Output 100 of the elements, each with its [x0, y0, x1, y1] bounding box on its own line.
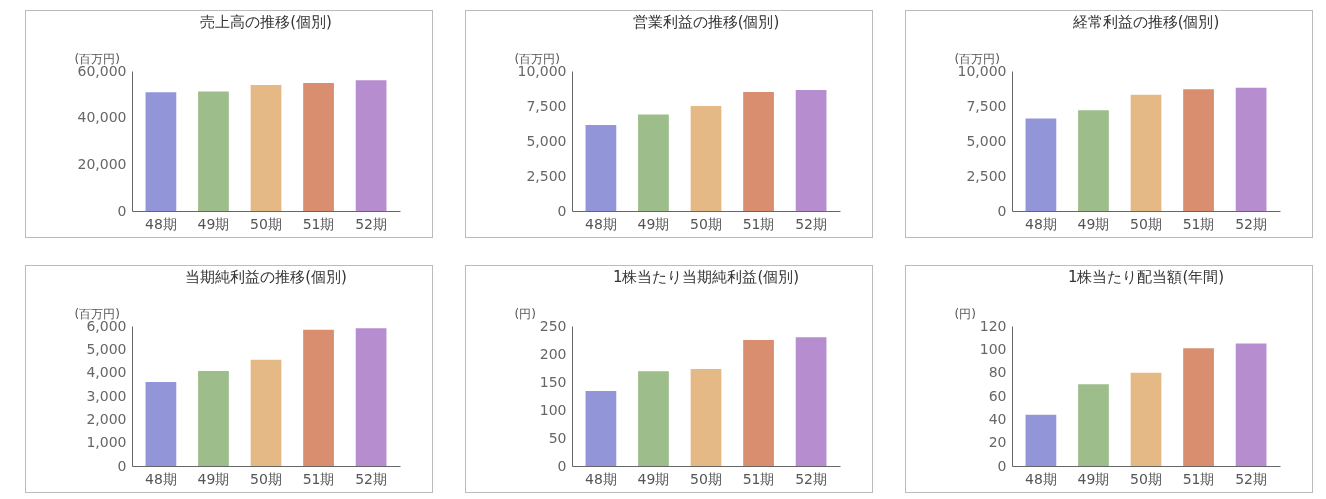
x-tick-label: 49期 [1077, 215, 1110, 232]
bar [638, 114, 669, 211]
x-tick-label: 50期 [250, 470, 282, 487]
bar [250, 85, 282, 211]
y-tick-label: 250 [539, 317, 567, 334]
y-tick-label: 60 [988, 387, 1007, 404]
x-tick-label: 49期 [637, 215, 670, 232]
bar [585, 390, 617, 466]
bar [355, 328, 387, 466]
y-tick-label: 4,000 [86, 364, 127, 381]
chart-title: 売上高の推移(個別) [200, 13, 332, 31]
bar [1078, 110, 1109, 211]
y-tick-label: 1,000 [86, 434, 127, 451]
bar [1130, 372, 1162, 466]
y-axis-title: (円) [954, 306, 976, 321]
chart-title: 営業利益の推移(個別) [632, 13, 780, 31]
y-tick-label: 150 [539, 373, 567, 390]
bar [1078, 384, 1109, 466]
y-axis-title: (百万円) [74, 51, 120, 66]
x-tick-label: 50期 [250, 215, 282, 232]
x-tick-label: 52期 [1235, 215, 1268, 232]
y-tick-label: 20 [988, 434, 1007, 451]
x-tick-label: 52期 [355, 470, 388, 487]
bar [1025, 414, 1057, 466]
bar [1235, 343, 1267, 466]
y-tick-label: 5,000 [86, 340, 127, 357]
x-tick-label: 49期 [637, 470, 670, 487]
bar [1183, 89, 1214, 211]
bar [1130, 94, 1162, 211]
y-tick-label: 5,000 [966, 132, 1007, 149]
chart-title: 当期純利益の推移(個別) [185, 268, 347, 286]
x-tick-label: 48期 [1024, 470, 1057, 487]
y-tick-label: 0 [557, 202, 567, 219]
x-tick-label: 51期 [1182, 470, 1215, 487]
y-tick-label: 7,500 [966, 97, 1007, 114]
bar [585, 124, 617, 211]
x-tick-label: 49期 [197, 215, 230, 232]
y-tick-label: 120 [979, 317, 1007, 334]
y-tick-label: 200 [539, 345, 567, 362]
x-tick-label: 52期 [795, 470, 828, 487]
bar [303, 329, 334, 466]
x-tick-label: 52期 [795, 215, 828, 232]
bar [1025, 118, 1057, 211]
x-tick-label: 48期 [584, 470, 617, 487]
bar [743, 92, 774, 211]
y-tick-label: 7,500 [526, 97, 567, 114]
chart-title: 経常利益の推移(個別) [1071, 13, 1220, 31]
x-tick-label: 52期 [355, 215, 388, 232]
bar [1235, 87, 1267, 211]
y-tick-label: 20,000 [77, 155, 127, 172]
x-tick-label: 48期 [144, 470, 177, 487]
x-tick-label: 51期 [302, 470, 335, 487]
x-tick-label: 52期 [1235, 470, 1268, 487]
bar [690, 369, 722, 466]
y-tick-label: 40 [988, 410, 1007, 427]
bar [250, 359, 282, 466]
y-axis-title: (円) [514, 306, 536, 321]
y-tick-label: 3,000 [86, 387, 127, 404]
y-axis-title: (百万円) [514, 51, 560, 66]
bar [795, 337, 827, 466]
x-tick-label: 48期 [584, 215, 617, 232]
bar [198, 91, 229, 211]
x-tick-label: 48期 [1024, 215, 1057, 232]
x-tick-label: 48期 [144, 215, 177, 232]
bar [145, 92, 177, 211]
y-tick-label: 0 [117, 457, 127, 474]
y-tick-label: 2,500 [526, 167, 567, 184]
x-tick-label: 51期 [742, 470, 775, 487]
x-tick-label: 50期 [1130, 215, 1162, 232]
x-tick-label: 49期 [197, 470, 230, 487]
bar [198, 371, 229, 466]
y-tick-label: 40,000 [77, 109, 127, 126]
y-tick-label: 0 [997, 202, 1007, 219]
x-tick-label: 51期 [1182, 215, 1215, 232]
y-tick-label: 100 [979, 340, 1007, 357]
x-tick-label: 49期 [1077, 470, 1110, 487]
bar [1183, 348, 1214, 466]
chart-title: 1株当たり当期純利益(個別) [612, 268, 800, 286]
bar [638, 371, 669, 466]
bar [743, 340, 774, 466]
bar [355, 80, 387, 211]
x-tick-label: 51期 [302, 215, 335, 232]
x-tick-label: 50期 [690, 215, 722, 232]
y-axis-title: (百万円) [74, 306, 120, 321]
bar [303, 82, 334, 211]
y-tick-label: 5,000 [526, 132, 567, 149]
bar [690, 106, 722, 211]
y-axis-title: (百万円) [954, 51, 1000, 66]
x-tick-label: 51期 [742, 215, 775, 232]
y-tick-label: 2,000 [86, 410, 127, 427]
y-tick-label: 0 [997, 457, 1007, 474]
y-tick-label: 80 [988, 364, 1007, 381]
y-tick-label: 2,500 [966, 167, 1007, 184]
x-tick-label: 50期 [690, 470, 722, 487]
bar [795, 89, 827, 211]
y-tick-label: 100 [539, 401, 567, 418]
y-tick-label: 50 [548, 429, 567, 446]
bar [145, 382, 177, 466]
x-tick-label: 50期 [1130, 470, 1162, 487]
y-tick-label: 0 [117, 202, 127, 219]
